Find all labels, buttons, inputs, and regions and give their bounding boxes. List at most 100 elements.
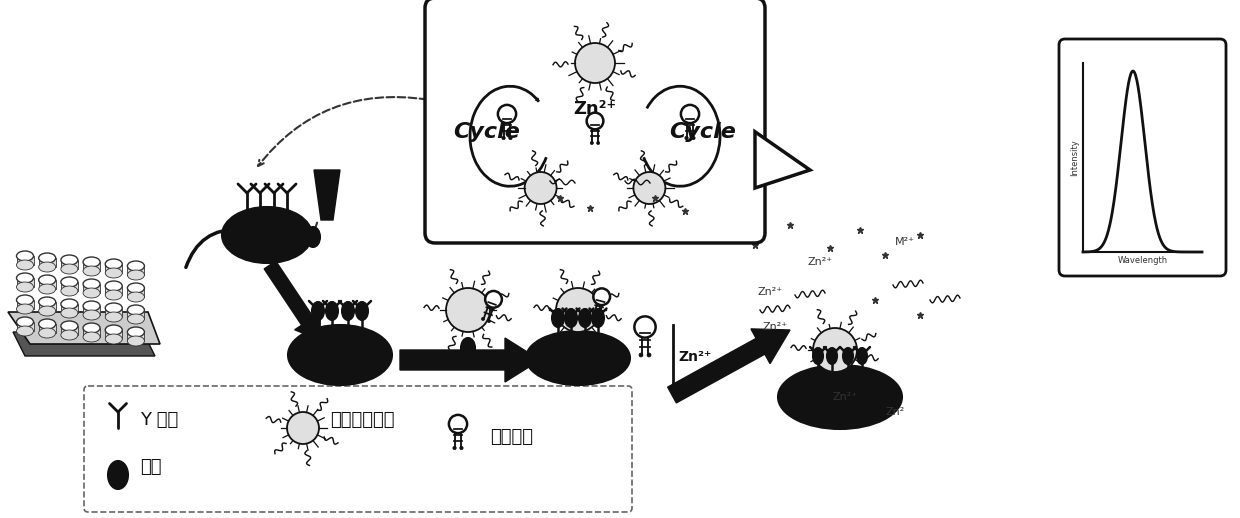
Polygon shape [7,312,160,344]
Circle shape [487,320,491,323]
Ellipse shape [306,227,320,247]
FancyBboxPatch shape [425,0,765,243]
Ellipse shape [105,268,123,278]
Text: 纳米复合探针: 纳米复合探针 [330,411,394,429]
Polygon shape [16,300,33,309]
Polygon shape [12,332,155,356]
Circle shape [446,288,490,332]
Ellipse shape [83,266,100,276]
Text: Cycle: Cycle [670,122,737,142]
Ellipse shape [83,279,100,289]
Ellipse shape [312,302,324,320]
Text: 抗原: 抗原 [140,458,161,476]
Ellipse shape [83,323,100,333]
Polygon shape [16,322,33,331]
Ellipse shape [16,260,33,270]
Circle shape [635,316,656,338]
Ellipse shape [461,338,475,358]
Polygon shape [105,330,123,339]
Circle shape [485,291,502,308]
Ellipse shape [128,283,144,293]
Circle shape [587,112,604,130]
Ellipse shape [579,309,591,327]
Circle shape [591,315,594,319]
Polygon shape [314,170,340,220]
FancyBboxPatch shape [84,386,632,512]
Circle shape [639,353,642,357]
Polygon shape [38,324,56,333]
Ellipse shape [591,309,604,327]
Circle shape [647,353,651,357]
Text: M²⁺: M²⁺ [895,237,915,247]
Ellipse shape [857,348,867,364]
Polygon shape [38,302,56,311]
Polygon shape [61,304,78,313]
Text: Zn²⁺: Zn²⁺ [573,100,616,118]
Ellipse shape [16,304,33,314]
Circle shape [598,318,600,320]
Ellipse shape [61,330,78,340]
Circle shape [508,136,512,140]
Ellipse shape [565,309,577,327]
Ellipse shape [105,281,123,291]
Ellipse shape [222,207,312,263]
Circle shape [593,289,610,305]
Ellipse shape [83,257,100,267]
Text: Zn²⁺: Zn²⁺ [807,257,832,267]
Circle shape [684,136,688,140]
Circle shape [596,141,600,145]
Circle shape [481,318,485,321]
Polygon shape [105,286,123,295]
Text: 酶底物链: 酶底物链 [490,428,533,446]
Text: Y 一抗: Y 一抗 [140,411,179,429]
Circle shape [498,105,516,123]
FancyArrowPatch shape [308,223,317,245]
Polygon shape [16,278,33,287]
Circle shape [460,447,463,450]
Ellipse shape [38,328,56,338]
Polygon shape [83,306,100,315]
Text: Intensity: Intensity [1070,139,1079,176]
Circle shape [525,172,557,204]
Ellipse shape [326,302,339,320]
Polygon shape [83,262,100,271]
Text: Zn²⁺: Zn²⁺ [678,350,712,364]
Text: Zn²: Zn² [885,407,905,417]
Ellipse shape [105,325,123,335]
Circle shape [453,447,456,450]
Polygon shape [83,328,100,337]
Text: Cycle: Cycle [454,122,521,142]
Ellipse shape [128,261,144,271]
Ellipse shape [83,301,100,311]
Ellipse shape [38,319,56,329]
Circle shape [681,105,699,123]
Circle shape [556,288,600,332]
Polygon shape [105,264,123,273]
Polygon shape [61,260,78,269]
Circle shape [286,412,319,444]
Circle shape [502,136,505,140]
Ellipse shape [16,273,33,283]
Circle shape [813,328,857,372]
Ellipse shape [128,314,144,324]
Polygon shape [61,326,78,335]
Ellipse shape [128,292,144,302]
Polygon shape [128,288,144,297]
Ellipse shape [843,348,853,364]
Ellipse shape [61,255,78,265]
Ellipse shape [38,284,56,294]
Ellipse shape [356,302,368,320]
Circle shape [634,172,666,204]
Ellipse shape [105,312,123,322]
Ellipse shape [61,264,78,274]
Ellipse shape [83,288,100,298]
Text: Zn²⁺: Zn²⁺ [758,287,782,297]
Polygon shape [38,258,56,267]
Polygon shape [128,332,144,341]
Ellipse shape [83,310,100,320]
Ellipse shape [16,326,33,336]
FancyBboxPatch shape [1059,39,1226,276]
Ellipse shape [38,275,56,285]
Polygon shape [128,266,144,275]
Ellipse shape [61,321,78,331]
